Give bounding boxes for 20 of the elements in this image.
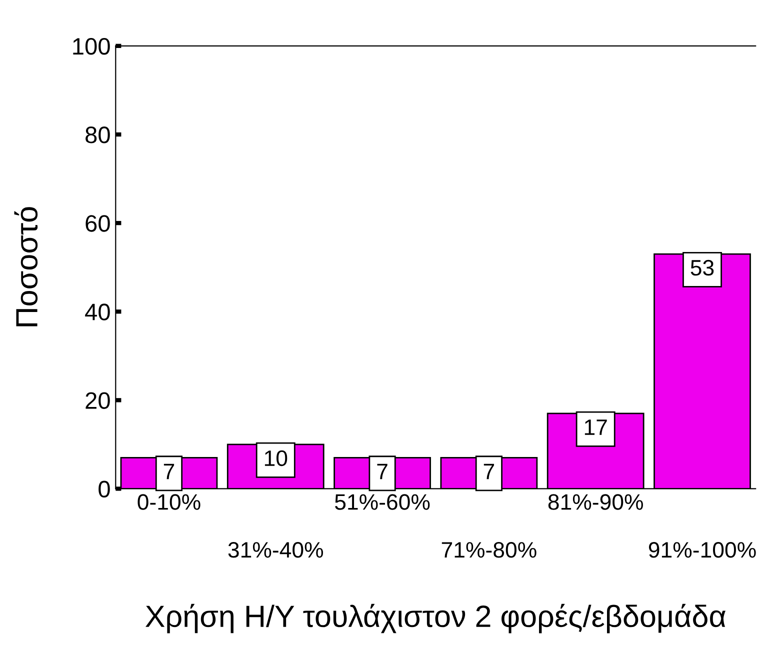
x-tick-label: 91%-100% — [648, 542, 756, 558]
x-axis-title: Χρήση Η/Υ τουλάχιστον 2 φορές/εβδομάδα — [146, 604, 726, 634]
y-tick-label: 0 — [98, 480, 110, 498]
y-tick-label: 60 — [86, 215, 110, 232]
x-tick-label: 71%-80% — [442, 542, 536, 558]
data-label: 7 — [377, 464, 388, 480]
data-label: 7 — [164, 464, 174, 480]
data-label: 7 — [484, 464, 494, 480]
y-axis-title: Ποσοστό — [14, 207, 38, 326]
x-tick-label: 81%-90% — [548, 494, 643, 510]
data-label: 10 — [264, 450, 288, 466]
data-label: 53 — [690, 260, 714, 276]
x-tick-label: 51%-60% — [335, 494, 430, 510]
y-tick-label: 80 — [86, 126, 110, 144]
y-tick-label: 100 — [73, 38, 110, 55]
y-tick-label: 20 — [86, 392, 110, 409]
data-label: 17 — [584, 420, 607, 435]
x-tick-label: 0-10% — [138, 494, 200, 510]
y-tick-label: 40 — [85, 304, 110, 320]
x-tick-label: 31%-40% — [228, 542, 324, 558]
